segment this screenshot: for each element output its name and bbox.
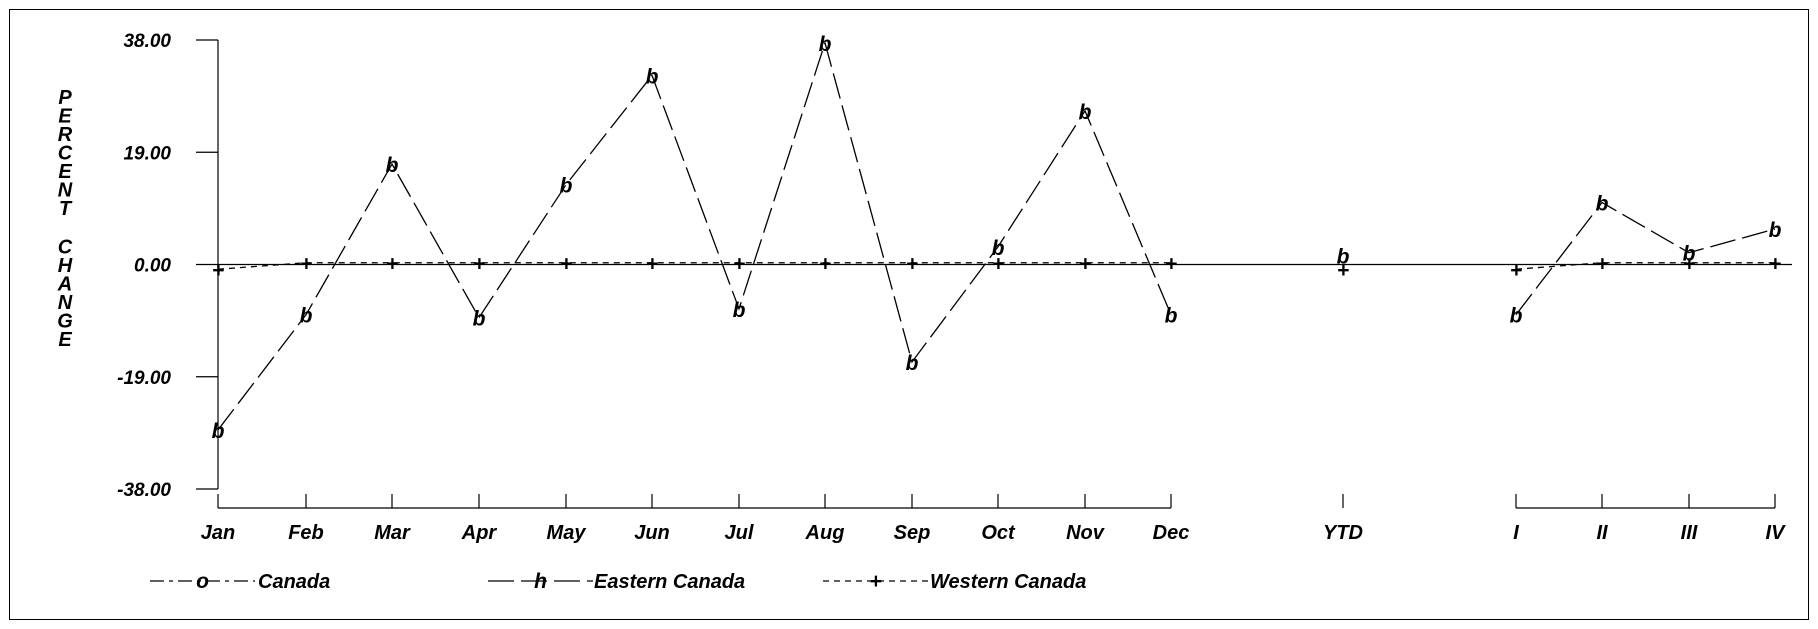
y-tick-label: -38.00 <box>117 480 171 501</box>
y-axis-label-letter: T <box>59 198 73 220</box>
y-axis-label-letter: A <box>57 274 72 296</box>
x-tick-label: II <box>1596 522 1608 544</box>
data-point: b <box>819 33 832 56</box>
data-point: b <box>1165 305 1178 328</box>
data-point: + <box>1337 259 1349 282</box>
y-axis-label-letter: C <box>58 237 73 259</box>
y-tick-label: 19.00 <box>123 143 171 164</box>
y-tick-label: -19.00 <box>117 368 171 389</box>
y-axis-label-letter: H <box>58 255 73 277</box>
x-tick-label: Jan <box>201 522 235 544</box>
y-axis-label-letter: C <box>58 143 73 165</box>
y-axis-label-letter: P <box>58 87 72 109</box>
x-tick-label: May <box>547 522 587 544</box>
y-tick-label: 38.00 <box>123 31 171 52</box>
data-point: b <box>1510 305 1523 328</box>
y-axis-label-letter: N <box>58 292 73 314</box>
x-tick-label: Oct <box>981 522 1016 544</box>
data-point: b <box>992 237 1005 260</box>
data-point: + <box>733 253 745 276</box>
legend-item-eastern-canada: h Eastern Canada <box>488 570 745 593</box>
series-line <box>1515 262 1775 270</box>
series-eastern-canada: b b b b b b b b b b b b b b b b b <box>212 33 1782 443</box>
data-point: + <box>992 253 1004 276</box>
x-axis: Jan Feb Mar Apr May Jun Jul Aug Sep Oct Nov Dec YTD I… <box>201 494 1786 544</box>
data-point: b <box>212 420 225 443</box>
y-axis-label-letter: E <box>58 161 72 183</box>
series-western-canada: + + + + + + + + + + + + + + + + + <box>212 253 1781 282</box>
x-tick-label: III <box>1681 522 1698 544</box>
y-axis-label-letter: E <box>58 329 72 351</box>
data-point: b <box>386 154 399 177</box>
chart-frame <box>9 9 1809 620</box>
legend-label: Eastern Canada <box>594 571 745 593</box>
legend-marker: o <box>196 570 209 593</box>
legend: o Canada h Eastern Canada + Western Canada <box>150 570 1086 593</box>
legend-marker: h <box>534 570 547 593</box>
y-axis-label-letter: E <box>58 106 72 128</box>
data-point: b <box>1079 101 1092 124</box>
x-tick-label: Mar <box>374 522 411 544</box>
data-point: + <box>1510 259 1522 282</box>
data-point: + <box>906 253 918 276</box>
y-tick-label: 0.00 <box>134 256 171 277</box>
x-tick-label: I <box>1513 522 1519 544</box>
data-point: + <box>300 253 312 276</box>
x-tick-label: Aug <box>805 522 845 544</box>
x-tick-label: Nov <box>1066 522 1106 544</box>
legend-marker: + <box>869 570 881 593</box>
data-point: b <box>1337 246 1350 269</box>
x-tick-label: Jun <box>634 522 670 544</box>
data-point: + <box>473 253 485 276</box>
y-axis: 38.00 19.00 0.00 -19.00 -38.00 <box>117 31 219 501</box>
y-axis-label-letter: N <box>58 180 73 202</box>
series-line <box>217 40 1172 431</box>
data-point: b <box>300 305 313 328</box>
x-tick-label: Feb <box>288 522 324 544</box>
data-point: + <box>386 253 398 276</box>
data-point: b <box>1596 192 1609 215</box>
x-tick-label: Dec <box>1153 522 1190 544</box>
data-point: + <box>646 253 658 276</box>
series-line <box>1515 201 1776 316</box>
legend-item-western-canada: + Western Canada <box>823 570 1086 593</box>
legend-label: Canada <box>258 571 330 593</box>
legend-label: Western Canada <box>930 571 1086 593</box>
x-tick-label: Jul <box>725 522 754 544</box>
data-point: + <box>560 253 572 276</box>
y-axis-label-letter: G <box>57 311 73 333</box>
x-tick-label: IV <box>1766 522 1787 544</box>
data-point: + <box>1165 253 1177 276</box>
data-point: b <box>733 299 746 322</box>
data-point: + <box>1079 253 1091 276</box>
data-point: b <box>646 65 659 88</box>
data-point: + <box>212 259 224 282</box>
y-axis-label-letter: R <box>58 124 73 146</box>
x-tick-label: Sep <box>894 522 931 544</box>
data-point: b <box>906 352 919 375</box>
data-point: + <box>1683 253 1695 276</box>
data-point: b <box>473 308 486 331</box>
data-point: b <box>560 175 573 198</box>
data-point: + <box>1596 253 1608 276</box>
x-tick-label: Apr <box>461 522 498 544</box>
series-line <box>217 262 1171 270</box>
legend-item-canada: o Canada <box>150 570 330 593</box>
x-tick-label: YTD <box>1323 522 1363 544</box>
data-point: b <box>1769 219 1782 242</box>
data-point: + <box>819 253 831 276</box>
data-point: b <box>1683 243 1696 266</box>
data-point: + <box>1769 253 1781 276</box>
